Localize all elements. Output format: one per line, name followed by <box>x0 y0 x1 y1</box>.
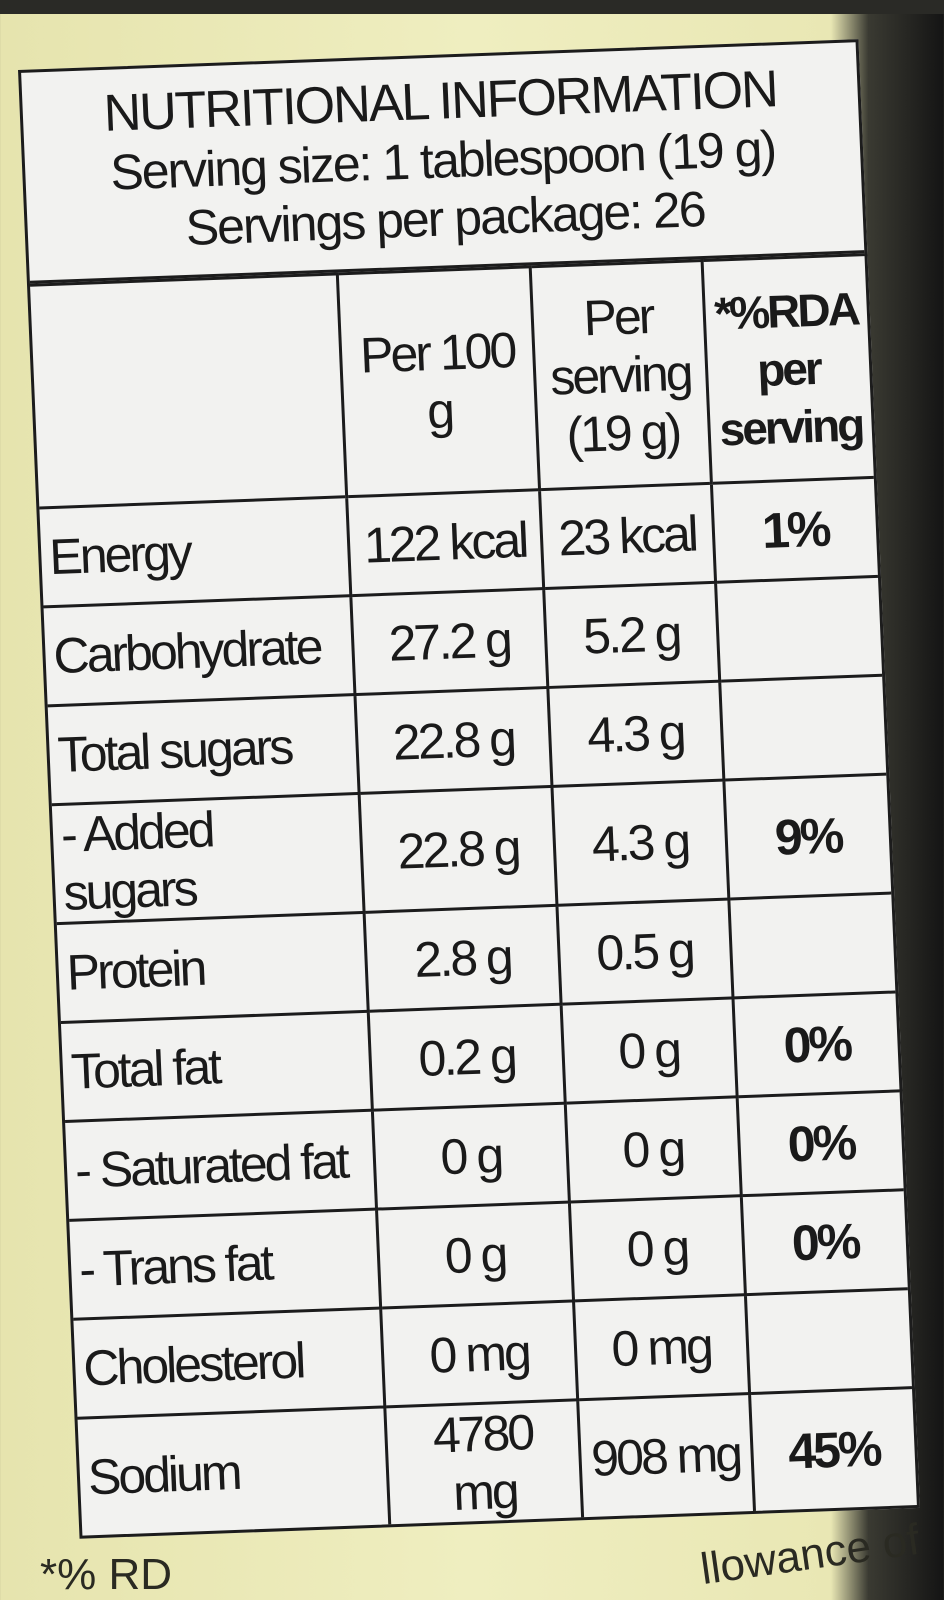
value-per-100g: 0 g <box>376 1202 574 1309</box>
nutrient-name: Cholesterol <box>73 1308 386 1419</box>
value-rda: 1% <box>710 477 878 583</box>
nutrient-name: Sodium <box>77 1406 391 1536</box>
value-per-100g: 27.2 g <box>351 588 548 695</box>
value-per-serving: 908 mg <box>577 1393 755 1518</box>
nutrient-name: - Added sugars <box>51 793 365 924</box>
value-per-100g: 4780 mg <box>385 1399 583 1525</box>
value-rda <box>719 675 887 781</box>
nutrition-table: Per 100 g Per serving (19 g) *%RDA per s… <box>30 253 917 1536</box>
nutrient-name: - Saturated fat <box>65 1110 377 1221</box>
value-rda: 9% <box>723 774 892 900</box>
value-per-100g: 0 mg <box>380 1300 578 1407</box>
value-rda: 0% <box>736 1090 904 1196</box>
value-rda: 0% <box>740 1189 908 1295</box>
value-per-serving: 0 g <box>568 1195 745 1301</box>
label-header: NUTRITIONAL INFORMATION Serving size: 1 … <box>21 42 865 284</box>
value-rda: 0% <box>732 991 900 1097</box>
header-empty <box>30 273 347 509</box>
value-per-100g: 2.8 g <box>364 905 561 1012</box>
header-rda: *%RDA per serving <box>701 254 874 484</box>
table-header-row: Per 100 g Per serving (19 g) *%RDA per s… <box>30 254 874 509</box>
header-per-serving: Per serving (19 g) <box>529 260 711 490</box>
nutrient-name: Total sugars <box>47 694 360 805</box>
nutrition-label: NUTRITIONAL INFORMATION Serving size: 1 … <box>18 39 921 1539</box>
nutrient-name: Carbohydrate <box>43 595 356 706</box>
value-per-serving: 0.5 g <box>556 899 733 1005</box>
value-per-serving: 4.3 g <box>551 780 729 906</box>
value-per-serving: 0 g <box>564 1096 741 1203</box>
nutrient-name: Total fat <box>60 1011 373 1122</box>
value-per-100g: 22.8 g <box>355 687 552 794</box>
nutrient-name: - Trans fat <box>69 1209 381 1320</box>
value-per-100g: 0.2 g <box>368 1004 565 1111</box>
footnote-right: llowance of <box>697 1514 923 1595</box>
value-per-serving: 4.3 g <box>547 681 724 787</box>
header-per-100g: Per 100 g <box>337 266 540 497</box>
value-per-100g: 0 g <box>372 1103 569 1210</box>
nutrient-name: Energy <box>39 496 352 607</box>
value-rda: 45% <box>749 1387 917 1511</box>
value-per-100g: 22.8 g <box>359 786 557 913</box>
background-edge <box>0 0 944 14</box>
value-rda <box>715 576 883 682</box>
value-rda <box>744 1288 912 1394</box>
nutrient-name: Protein <box>56 912 369 1023</box>
value-per-serving: 5.2 g <box>543 582 720 688</box>
value-per-serving: 23 kcal <box>539 483 716 589</box>
value-per-100g: 122 kcal <box>346 489 544 596</box>
value-per-serving: 0 mg <box>573 1294 750 1400</box>
footnote-left: *% RD <box>40 1550 173 1599</box>
value-rda <box>728 893 896 998</box>
value-per-serving: 0 g <box>560 997 737 1104</box>
